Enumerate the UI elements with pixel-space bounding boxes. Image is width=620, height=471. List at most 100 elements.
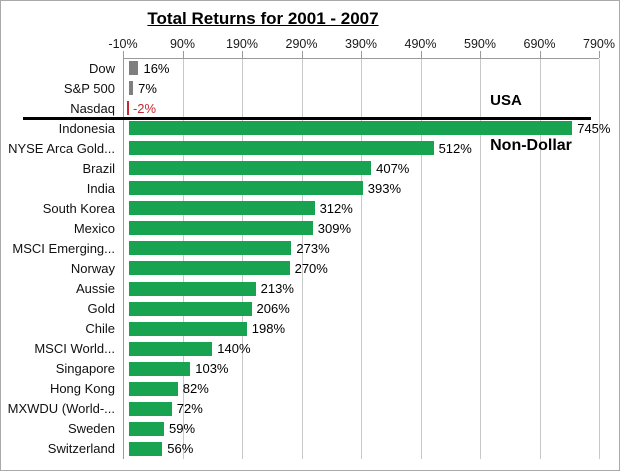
value-label: 82%: [182, 381, 209, 397]
bar-zone: 213%: [123, 279, 619, 299]
non-dollar-annotation: Non-Dollar: [490, 137, 572, 154]
bar: [128, 61, 139, 76]
bar-zone: 198%: [123, 319, 619, 339]
x-axis-tick-label: 690%: [523, 37, 556, 51]
bar: [128, 441, 163, 456]
bar-zone: -2%: [123, 98, 619, 118]
gridline: [242, 59, 243, 459]
value-label: 140%: [217, 341, 251, 357]
x-axis-tick-mark: [301, 51, 303, 58]
value-label: 407%: [376, 160, 410, 176]
category-label: S&P 500: [63, 80, 115, 96]
bar-row: NYSE Arca Gold... 512%: [1, 138, 619, 158]
value-label: 103%: [195, 361, 229, 377]
bar-row: S&P 500 7%: [1, 78, 619, 98]
value-label: 7%: [138, 80, 157, 96]
bar-zone: 512%: [123, 138, 619, 158]
value-label: 312%: [319, 200, 353, 216]
gridline: [301, 59, 303, 459]
bar-zone: 312%: [123, 198, 619, 218]
bar-zone: 59%: [123, 419, 619, 439]
bar-zone: 407%: [123, 158, 619, 178]
value-label: -2%: [132, 100, 157, 116]
category-label: Aussie: [75, 281, 115, 297]
category-label: Nasdaq: [70, 100, 115, 116]
x-axis-tick-mark: [123, 51, 124, 58]
bar: [128, 321, 247, 336]
value-label: 512%: [438, 140, 472, 156]
gridline: [599, 59, 600, 459]
value-label: 393%: [367, 180, 402, 196]
category-label: MXWDU (World-...: [7, 401, 115, 417]
chart-title: Total Returns for 2001 - 2007: [147, 9, 379, 28]
bar: [128, 201, 315, 216]
plot-area: [123, 58, 600, 459]
category-label: Dow: [88, 60, 115, 76]
bar-row: MSCI Emerging... 273%: [1, 238, 619, 258]
category-label: Brazil: [82, 160, 115, 176]
usa-annotation: USA: [490, 92, 522, 109]
x-axis-tick-label: 90%: [169, 37, 196, 51]
bar: [128, 401, 172, 416]
value-label: 198%: [251, 321, 285, 337]
x-axis-tick-mark: [599, 51, 600, 58]
bar-row: MSCI World... 140%: [1, 339, 619, 359]
bar: [128, 81, 134, 96]
x-axis-tick-label: 490%: [404, 37, 437, 51]
bar: [128, 121, 573, 136]
bar-zone: 206%: [123, 299, 619, 319]
bar-zone: 270%: [123, 258, 619, 278]
x-axis-tick-label: 190%: [226, 37, 258, 51]
bar-row: Indonesia 745%: [1, 118, 619, 138]
category-label: Hong Kong: [49, 381, 115, 397]
category-label: Chile: [85, 321, 115, 337]
category-label: NYSE Arca Gold...: [8, 140, 115, 156]
x-axis-tick-label: 790%: [583, 37, 615, 51]
x-axis-tick-mark: [361, 51, 362, 58]
gridline: [361, 59, 362, 459]
x-axis-tick-mark: [480, 51, 481, 58]
value-label: 213%: [260, 281, 294, 297]
bar-zone: 82%: [123, 379, 619, 399]
bar-zone: 7%: [123, 78, 619, 98]
x-axis-tick-mark: [539, 51, 541, 58]
bar-zone: 745%: [123, 118, 619, 138]
bar: [128, 301, 252, 316]
category-label: Gold: [87, 301, 115, 317]
value-label: 745%: [577, 120, 611, 136]
value-label: 206%: [256, 301, 290, 317]
bar-row: South Korea 312%: [1, 198, 619, 218]
bar-row: Gold 206%: [1, 299, 619, 319]
bar: [128, 421, 165, 436]
bar: [128, 141, 434, 156]
bar-row: India 393%: [1, 178, 619, 198]
category-label: MSCI World...: [34, 341, 115, 357]
value-label: 72%: [176, 401, 203, 417]
bar-row: Hong Kong 82%: [1, 379, 619, 399]
bar: [128, 161, 372, 176]
bar-zone: 393%: [123, 178, 619, 198]
bar: [128, 261, 290, 276]
bar: [128, 361, 191, 376]
bar: [128, 381, 178, 396]
bar-rows: Dow 16% S&P 500 7% Nasdaq -2% Indonesia 745% NYS…: [1, 58, 619, 459]
x-axis-tick-mark: [242, 51, 243, 58]
bar-row: Singapore 103%: [1, 359, 619, 379]
bar-zone: 72%: [123, 399, 619, 419]
bar-row: Aussie 213%: [1, 279, 619, 299]
bar: [128, 221, 313, 236]
bar: [128, 241, 292, 256]
category-label: Sweden: [68, 421, 115, 437]
bar: [128, 181, 363, 196]
bar-row: Norway 270%: [1, 258, 619, 278]
bar-row: Brazil 407%: [1, 158, 619, 178]
bar: [128, 341, 213, 356]
bar-zone: 309%: [123, 218, 619, 238]
bar: [128, 281, 256, 296]
bar-row: Mexico 309%: [1, 218, 619, 238]
x-axis-tick-label: 290%: [285, 37, 318, 51]
x-axis-tick-mark: [182, 51, 184, 58]
bar-row: Sweden 59%: [1, 419, 619, 439]
gridline: [539, 59, 541, 459]
